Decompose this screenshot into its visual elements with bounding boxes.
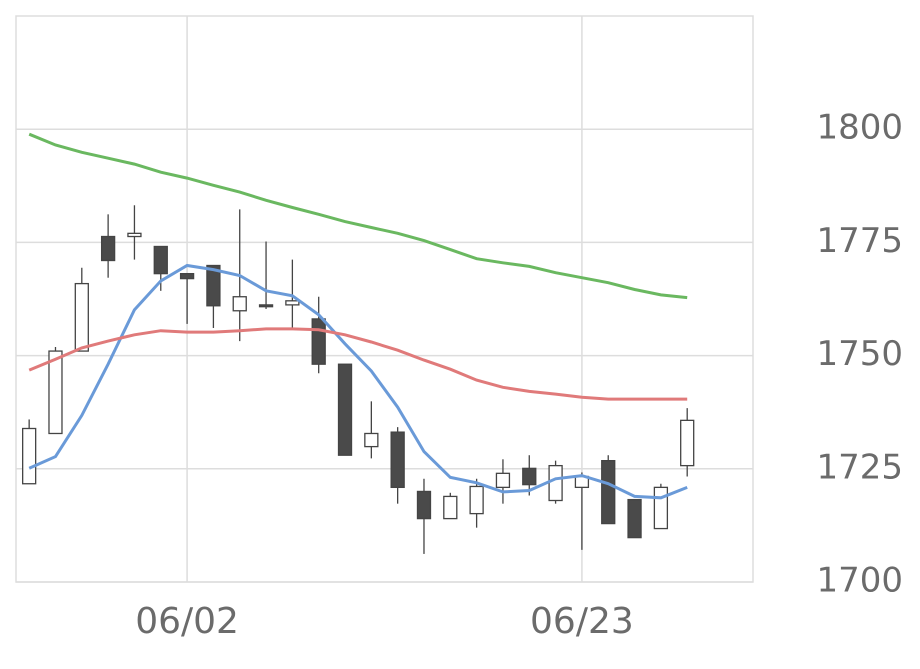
candle-body	[22, 427, 37, 485]
candle-body	[522, 467, 537, 486]
candle-body	[74, 282, 89, 352]
candle-body	[680, 419, 695, 467]
y-tick-label: 1750	[816, 334, 903, 374]
candle-body	[390, 431, 405, 489]
candle-body	[653, 486, 669, 530]
candle-body	[179, 272, 195, 280]
ma-line	[28, 132, 688, 300]
candle-body	[100, 235, 116, 262]
candle-body	[206, 264, 221, 307]
candle-body	[311, 318, 326, 365]
y-tick-label: 1700	[816, 561, 903, 601]
y-tick-label: 1775	[816, 221, 903, 261]
candle-body	[285, 300, 300, 306]
candle-body	[443, 495, 458, 520]
x-tick-label: 06/02	[135, 601, 239, 642]
candle-body	[127, 232, 142, 238]
y-tick-label: 1725	[816, 447, 903, 487]
candle-body	[364, 432, 379, 448]
candle-body	[416, 490, 432, 520]
y-tick-label: 1800	[816, 108, 903, 148]
candle-body	[601, 459, 616, 525]
candle-body	[48, 350, 63, 435]
x-tick-label: 06/23	[530, 601, 634, 642]
candle-body	[258, 304, 274, 308]
candle-body	[153, 245, 168, 275]
candle-body	[627, 498, 642, 539]
candle-body	[495, 472, 511, 489]
ma-line	[28, 327, 688, 401]
candle-body	[469, 485, 484, 515]
candle-body	[548, 464, 563, 502]
candle-body	[337, 363, 353, 456]
candle-body	[232, 296, 247, 312]
ma-line	[28, 263, 688, 500]
